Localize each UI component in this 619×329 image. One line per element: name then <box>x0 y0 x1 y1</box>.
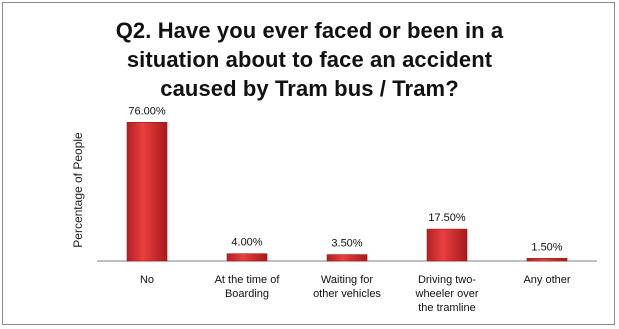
bars <box>126 122 568 262</box>
x-tick-label-3: Driving two-wheeler over the tramline <box>392 273 502 315</box>
x-tick-label-0: No <box>92 273 202 287</box>
bar-3 <box>426 228 468 262</box>
bar-4 <box>526 257 568 262</box>
x-tick-label-line: Waiting for <box>320 274 374 286</box>
x-tick-label-line: At the time of <box>214 274 280 286</box>
x-tick-label-line: Any other <box>523 274 571 286</box>
data-label-3: 17.50% <box>428 212 466 224</box>
data-label-4: 1.50% <box>531 241 562 253</box>
chart-title-line-1: Q2. Have you ever faced or been in a <box>115 18 504 43</box>
chart-title-line-3: caused by Tram bus / Tram? <box>160 76 459 101</box>
x-tick-label-line: the tramline <box>418 302 476 314</box>
x-tick-label-1: At the time of Boarding <box>192 273 302 301</box>
chart-title-line-2: situation about to face an accident <box>126 47 493 72</box>
data-label-2: 3.50% <box>331 238 362 250</box>
x-tick-label-line: wheeler over <box>415 288 479 300</box>
data-labels: 76.00% 4.00% 3.50% 17.50% 1.50% <box>128 105 562 253</box>
x-tick-label-line: other vehicles <box>313 288 381 300</box>
x-tick-label-2: Waiting for other vehicles <box>292 273 402 301</box>
x-tick-label-line: Driving two- <box>417 274 477 286</box>
data-label-0: 76.00% <box>128 105 166 117</box>
chart-title: Q2. Have you ever faced or been in a sit… <box>0 16 619 103</box>
bar-0 <box>126 122 168 262</box>
x-tick-label-line: No <box>139 274 155 286</box>
x-tick-label-line: Boarding <box>224 288 270 300</box>
x-tick-label-4: Any other <box>492 273 602 287</box>
bar-2 <box>326 254 368 262</box>
data-label-1: 4.00% <box>231 237 262 249</box>
bar-1 <box>226 253 268 262</box>
chart-frame <box>2 2 615 325</box>
